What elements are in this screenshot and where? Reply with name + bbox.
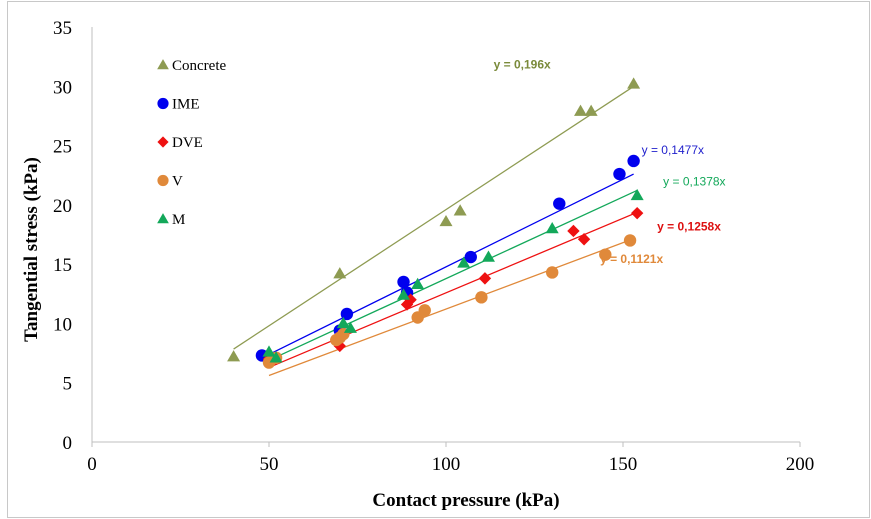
data-point-m [269,351,283,363]
x-tick-label: 0 [87,454,97,475]
data-point-m [262,345,276,357]
legend-marker-v [157,174,169,187]
data-point-concrete [574,104,588,116]
data-point-concrete [584,104,598,116]
y-tick-label: 20 [53,196,72,217]
data-point-concrete [627,77,641,89]
data-point-concrete [453,204,467,216]
legend-label-ime: IME [172,97,200,113]
equation-label-ime: y = 0,1477x [642,143,704,157]
data-point-ime [613,167,626,181]
data-point-dve [478,272,492,285]
y-tick-label: 10 [53,314,72,335]
axes: 0 5 10 15 20 25 30 35 0 50 100 150 200 [53,18,814,475]
legend-marker-dve [157,136,169,148]
x-tick-label: 150 [609,454,638,475]
data-point-m [411,277,425,290]
trendline-ime [261,173,634,359]
data-point-concrete [227,350,241,362]
data-point-v [623,234,637,247]
trendline-labels: y = 0,196x y = 0,1477x y = 0,1258x y = 0,11… [494,57,726,266]
data-point-m [545,222,559,234]
y-tick-label: 25 [53,137,72,158]
x-tick-label: 100 [432,454,461,475]
data-point-ime [397,275,410,289]
y-axis-title: Tangential stress (kPa) [21,157,42,342]
data-point-ime [553,197,566,210]
x-axis-title: Contact pressure (kPa) [372,490,559,511]
y-tick-label: 0 [63,433,73,454]
x-tick-label: 50 [260,454,279,475]
equation-label-m: y = 0,1378x [663,174,725,188]
data-point-v [599,248,612,261]
data-point-dve [630,206,644,220]
x-tick-label: 200 [786,454,815,475]
legend: Concrete IME DVE V M [157,58,226,228]
equation-label-dve: y = 0,1258x [657,219,721,233]
trendline-concrete [233,85,634,350]
data-point-concrete [439,214,453,227]
trendline-v [268,239,631,377]
data-point-dve [567,224,580,238]
data-point-m [343,321,357,333]
equation-label-v: y = 0,1121x [600,252,663,266]
equation-label-concrete: y = 0,196x [494,57,551,71]
data-point-dve [577,233,591,246]
data-point-v [418,304,431,317]
data-point-concrete [333,267,347,279]
data-points [227,77,644,369]
data-point-m [630,188,644,201]
data-point-ime [464,250,477,264]
y-tick-label: 15 [53,255,72,276]
data-point-m [481,250,495,262]
legend-marker-ime [157,97,169,110]
data-point-ime [627,154,640,168]
trendline-m [272,189,638,360]
legend-label-v: V [172,174,183,190]
y-tick-label: 35 [53,18,72,39]
data-point-m [336,316,350,329]
data-point-ime [340,307,354,321]
legend-label-m: M [172,212,185,228]
data-point-v [475,291,488,304]
chart-border [7,1,870,518]
legend-label-concrete: Concrete [172,58,226,74]
legend-marker-concrete [157,59,169,70]
legend-marker-m [157,213,169,224]
data-point-v [546,266,559,279]
y-tick-label: 5 [63,374,73,395]
legend-label-dve: DVE [172,135,203,151]
data-point-m [457,256,471,268]
y-tick-label: 30 [53,77,72,98]
data-point-m [397,288,411,300]
